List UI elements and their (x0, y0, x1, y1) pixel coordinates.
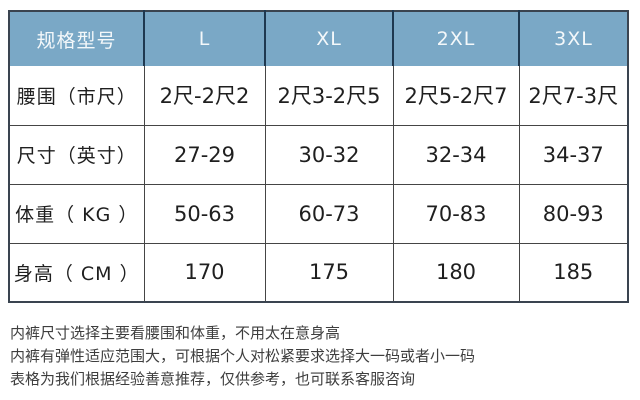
table-row-weight: 体重（ KG ） 50-63 60-73 70-83 80-93 (8, 183, 629, 244)
table-row-waist: 腰围（市尺） 2尺-2尺2 2尺3-2尺5 2尺5-2尺7 2尺7-3尺 (8, 66, 629, 126)
header-size-xl: XL (264, 11, 394, 66)
weight-value-xl: 60-73 (264, 183, 394, 244)
header-size-2xl: 2XL (392, 11, 520, 66)
waist-value-l: 2尺-2尺2 (143, 66, 266, 126)
row-label-weight: 体重（ KG ） (8, 183, 145, 244)
size-chart-header: 规格型号 L XL 2XL 3XL (9, 11, 628, 66)
waist-value-3xl: 2尺7-3尺 (518, 66, 629, 126)
header-row: 规格型号 L XL 2XL 3XL (9, 11, 628, 66)
inches-value-xl: 30-32 (264, 124, 394, 185)
inches-value-3xl: 34-37 (518, 124, 629, 185)
size-chart-table: 规格型号 L XL 2XL 3XL 腰围（市尺） 2尺-2尺2 2尺3-2尺5 … (8, 10, 629, 303)
height-value-2xl: 180 (392, 242, 520, 303)
height-value-3xl: 185 (518, 242, 629, 303)
height-value-l: 170 (143, 242, 266, 303)
table-row-inches: 尺寸（英寸） 27-29 30-32 32-34 34-37 (8, 124, 629, 185)
inches-value-2xl: 32-34 (392, 124, 520, 185)
header-size-3xl: 3XL (518, 11, 628, 66)
row-label-waist: 腰围（市尺） (8, 66, 145, 126)
weight-value-3xl: 80-93 (518, 183, 629, 244)
row-label-height: 身高（ CM ） (8, 242, 145, 303)
weight-value-2xl: 70-83 (392, 183, 520, 244)
size-chart-body: 腰围（市尺） 2尺-2尺2 2尺3-2尺5 2尺5-2尺7 2尺7-3尺 尺寸（… (8, 66, 629, 303)
inches-value-l: 27-29 (143, 124, 266, 185)
height-value-xl: 175 (264, 242, 394, 303)
header-spec-label: 规格型号 (9, 11, 145, 66)
table-row-height: 身高（ CM ） 170 175 180 185 (8, 242, 629, 303)
waist-value-xl: 2尺3-2尺5 (264, 66, 394, 126)
size-notes: 内裤尺寸选择主要看腰围和体重，不用太在意身高 内裤有弹性适应范围大，可根据个人对… (10, 322, 630, 391)
header-size-l: L (143, 11, 266, 66)
note-line-3: 表格为我们根据经验善意推荐，仅供参考，也可联系客服咨询 (10, 370, 416, 388)
row-label-inches: 尺寸（英寸） (8, 124, 145, 185)
note-line-2: 内裤有弹性适应范围大，可根据个人对松紧要求选择大一码或者小一码 (10, 347, 476, 365)
note-line-1: 内裤尺寸选择主要看腰围和体重，不用太在意身高 (10, 324, 341, 342)
waist-value-2xl: 2尺5-2尺7 (392, 66, 520, 126)
weight-value-l: 50-63 (143, 183, 266, 244)
